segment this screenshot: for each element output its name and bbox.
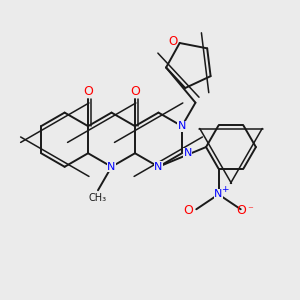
Text: ⁻: ⁻ (248, 205, 254, 215)
Text: O: O (184, 204, 194, 217)
Text: N: N (214, 189, 223, 200)
Text: O: O (130, 85, 140, 98)
Text: O: O (169, 35, 178, 48)
Text: CH₃: CH₃ (88, 193, 107, 203)
Text: O: O (237, 204, 247, 217)
Text: +: + (221, 185, 229, 194)
Text: N: N (107, 162, 116, 172)
Text: N: N (154, 162, 163, 172)
Text: O: O (83, 85, 93, 98)
Text: N: N (178, 121, 186, 131)
Text: N: N (183, 148, 192, 158)
